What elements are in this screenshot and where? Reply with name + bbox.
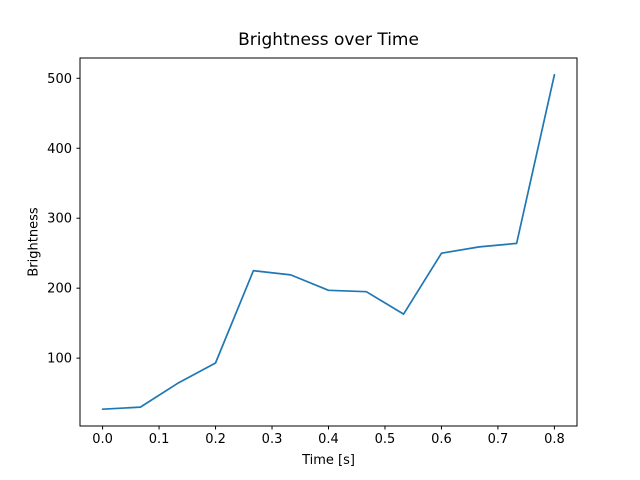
- x-axis-label: Time [s]: [302, 453, 355, 468]
- axes-frame: [79, 57, 578, 427]
- x-tick-label: 0.4: [318, 432, 339, 447]
- x-tick-label: 0.2: [205, 432, 226, 447]
- y-tick-label: 300: [47, 212, 72, 227]
- y-tick-label: 400: [47, 142, 72, 157]
- x-tick-label: 0.8: [544, 432, 565, 447]
- x-tick-label: 0.6: [431, 432, 452, 447]
- x-tick-label: 0.7: [488, 432, 509, 447]
- y-tick-label: 200: [47, 282, 72, 297]
- x-tick-label: 0.3: [262, 432, 283, 447]
- series-line-brightness: [101, 73, 556, 411]
- x-tick-label: 0.0: [92, 432, 113, 447]
- chart-title: Brightness over Time: [238, 30, 419, 50]
- x-tick-label: 0.1: [149, 432, 170, 447]
- y-tick-label: 100: [47, 352, 72, 367]
- x-tick-label: 0.5: [375, 432, 396, 447]
- y-tick-label: 500: [47, 72, 72, 87]
